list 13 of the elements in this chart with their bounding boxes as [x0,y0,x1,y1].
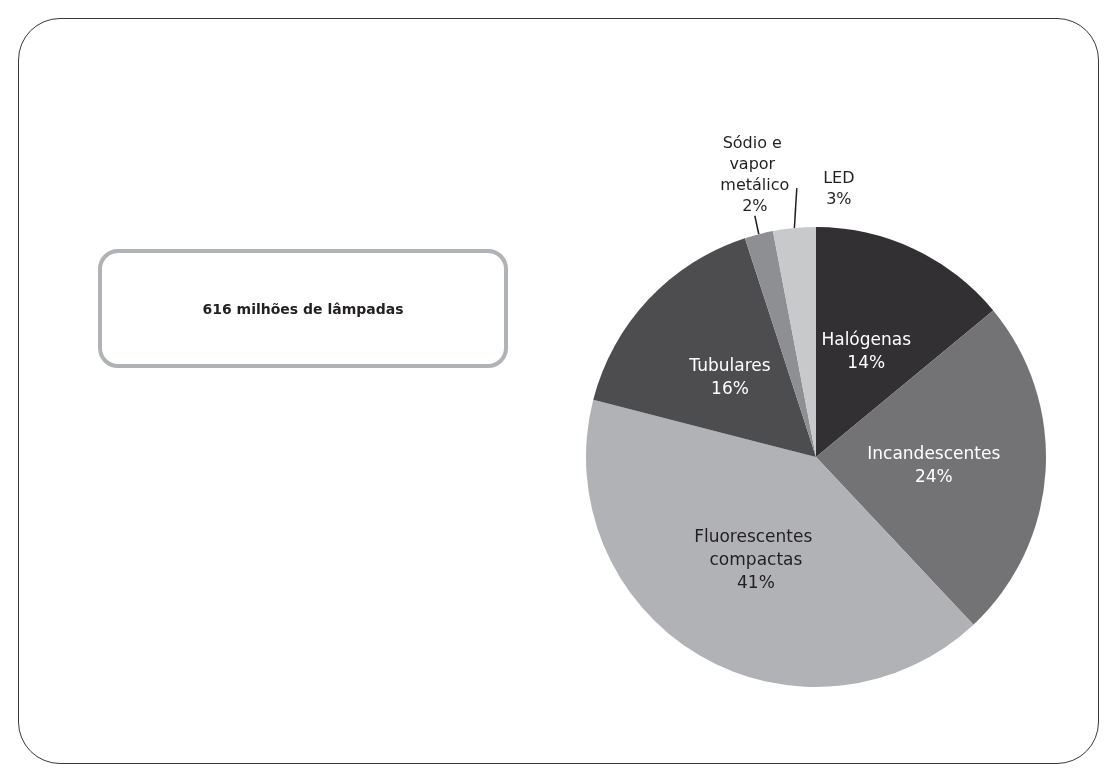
data-label: 3% [826,189,852,209]
slice-label: Halógenas [821,328,912,349]
data-label: 41% [737,571,775,592]
data-label: 14% [847,351,886,372]
data-label: 2% [742,195,768,215]
slice-label: Sódio e vapor metálico [720,132,790,194]
slice-label: Fluorescentes compactas [694,525,818,569]
slice-label: Tubulares [688,354,771,375]
slice-label: Incandescentes [867,442,1001,463]
data-label: 16% [711,377,749,398]
data-label: 24% [914,465,953,486]
slice-label: LED [823,168,855,188]
text-box: 616 milhões de lâmpadas [98,249,508,368]
